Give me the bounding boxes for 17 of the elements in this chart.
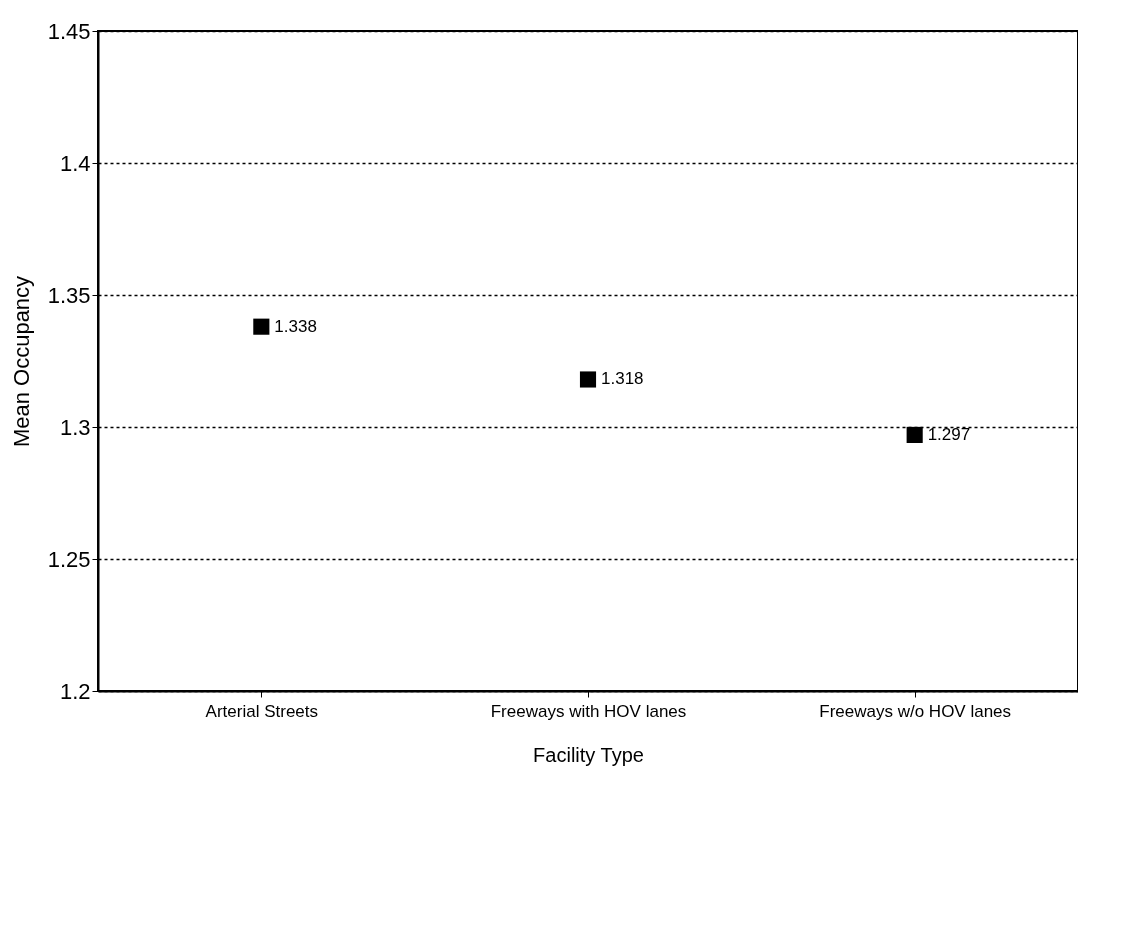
point	[253, 318, 270, 335]
data-label: 1.338	[274, 316, 317, 336]
y-tick-label: 1.2	[59, 678, 91, 704]
point	[906, 426, 923, 443]
x-tick-label: Arterial Streets	[205, 701, 319, 721]
y-tick-label: 1.25	[47, 546, 91, 572]
data-label: 1.297	[927, 424, 971, 444]
x-tick-label: Freeways w/o HOV lanes	[819, 701, 1012, 721]
y-tick-label: 1.45	[47, 18, 91, 44]
y-axis-title: Mean Occupancy	[8, 275, 34, 448]
point	[579, 371, 597, 388]
x-tick-label: Freeways with HOV lanes	[490, 701, 687, 721]
data-label: 1.318	[601, 369, 644, 389]
y-tick-label: 1.4	[59, 150, 91, 176]
y-tick-label: 1.3	[59, 414, 91, 440]
x-axis-title: Facility Type	[533, 743, 644, 766]
y-tick-label: 1.35	[47, 282, 91, 308]
